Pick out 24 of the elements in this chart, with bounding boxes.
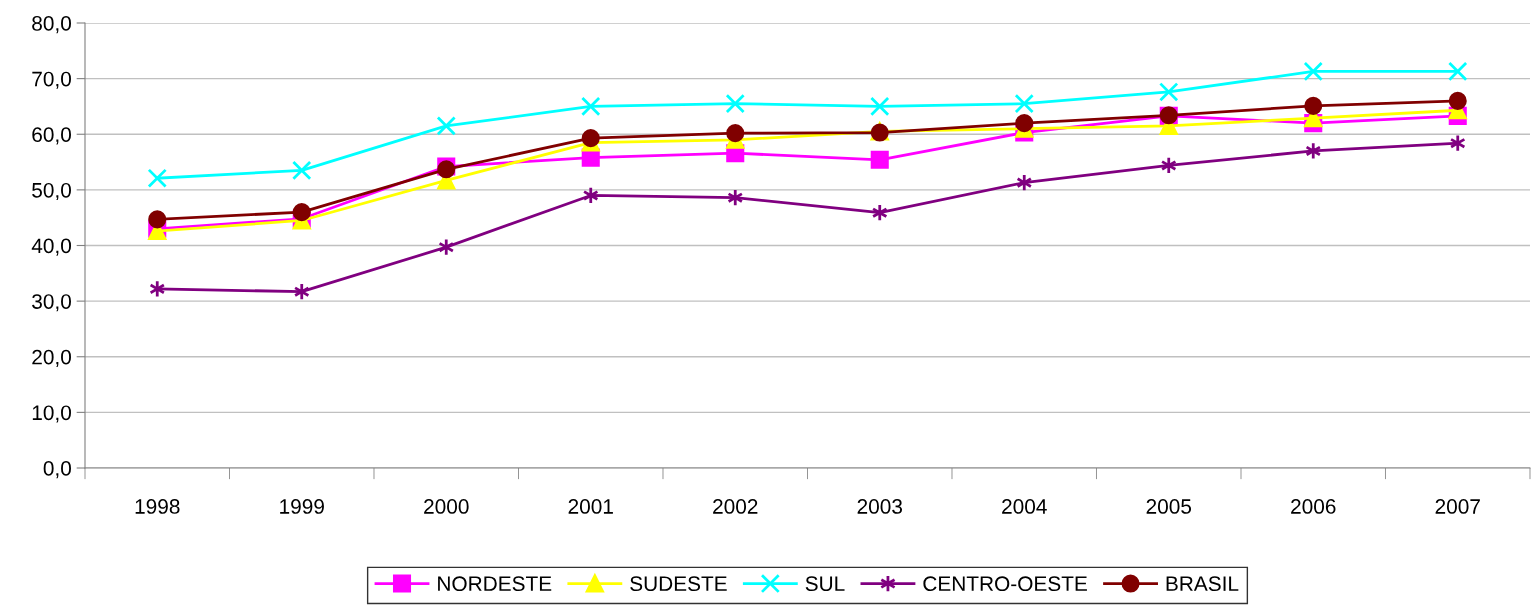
y-tick-label: 60,0 bbox=[32, 127, 71, 145]
legend-label: NORDESTE bbox=[438, 576, 552, 592]
y-tick-label: 20,0 bbox=[32, 349, 71, 367]
y-tick-label: 0,0 bbox=[43, 461, 71, 479]
y-tick-label: 30,0 bbox=[32, 294, 71, 312]
x-tick-label: 2003 bbox=[857, 499, 903, 514]
legend-label: SUL bbox=[805, 576, 845, 592]
y-tick-label: 70,0 bbox=[32, 71, 71, 89]
y-tick-label: 80,0 bbox=[32, 16, 71, 34]
y-tick-label: 10,0 bbox=[32, 405, 71, 423]
x-tick-label: 2001 bbox=[568, 499, 613, 514]
x-tick-label: 1998 bbox=[135, 499, 180, 514]
x-tick-label: 2004 bbox=[1002, 499, 1047, 514]
x-tick-label: 2000 bbox=[424, 499, 469, 514]
x-tick-label: 2006 bbox=[1291, 499, 1336, 514]
x-tick-label: 2005 bbox=[1146, 499, 1192, 514]
legend-label: SUDESTE bbox=[630, 576, 727, 592]
x-tick-label: 2007 bbox=[1435, 499, 1480, 514]
y-tick-label: 40,0 bbox=[31, 238, 71, 256]
legend-label: CENTRO-OESTE bbox=[923, 576, 1087, 592]
x-tick-label: 2002 bbox=[713, 499, 758, 514]
x-tick-label: 1999 bbox=[280, 499, 324, 514]
legend-label: BRASIL bbox=[1166, 576, 1239, 592]
y-tick-label: 50,0 bbox=[32, 182, 71, 201]
